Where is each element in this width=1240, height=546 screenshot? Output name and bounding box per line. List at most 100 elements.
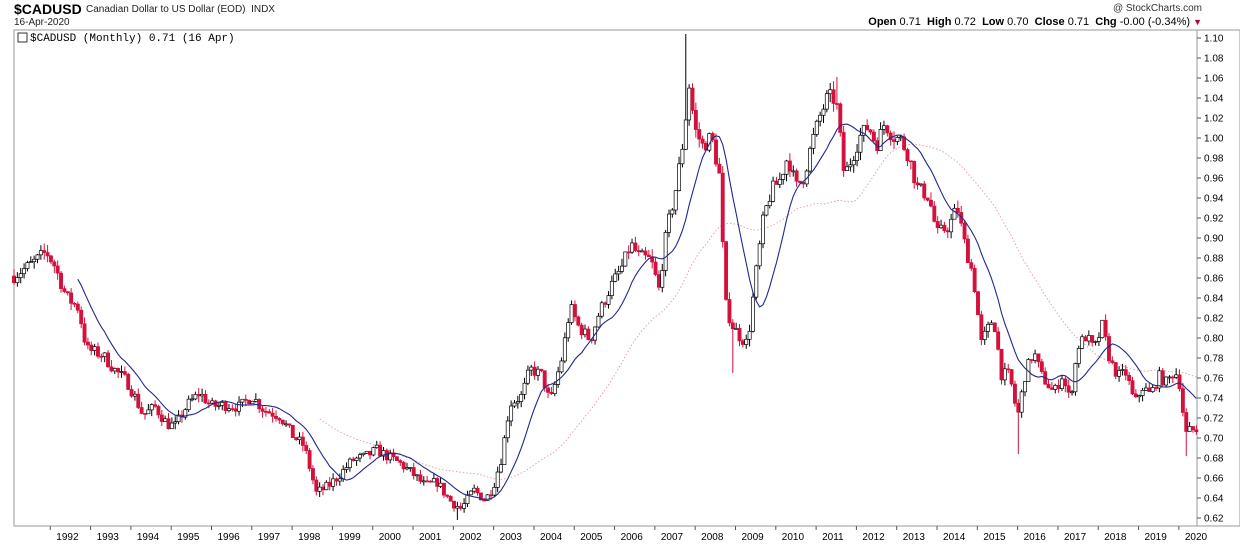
candle-body [12,275,16,284]
candle-body [324,481,329,491]
candle-body [673,190,678,211]
candle-body [65,291,70,294]
candle-body [969,262,974,269]
candle-body [186,398,191,411]
candle-body [656,274,661,288]
candle-body [781,173,786,180]
candle-body [751,296,755,332]
chg-label: Chg [1095,16,1117,28]
candle-body [492,487,497,496]
candle-body [630,242,634,253]
symbol-title: $CADUSD [14,1,82,17]
candle-body [358,454,362,459]
y-axis: 0.62 0.64 0.66 0.68 0.70 0.72 0.74 0.76 0.78 0.80… [1197,34,1224,525]
candle-body [384,450,389,461]
candle-body [945,230,950,233]
candle-body [139,407,144,414]
short-ma-line [77,123,1197,500]
candle-body [287,423,292,426]
candle-body [183,409,188,418]
x-tick-label: 2019 [1145,532,1168,543]
candle-body [996,331,1001,350]
candle-body [1060,378,1064,389]
y-tick-label: 1.00 [1204,134,1224,145]
candle-body [55,265,60,274]
candle-body [307,450,312,469]
candle-body [576,316,581,326]
candle-body [774,180,779,185]
brand-logo[interactable]: @ StockCharts.com [1112,3,1202,14]
candle-body [267,411,272,414]
candle-body [193,394,198,400]
candle-body [401,462,406,470]
candle-body [569,304,574,323]
candle-body [1110,360,1115,363]
candle-body [284,423,289,426]
candle-body [489,494,493,497]
candle-body [1140,389,1145,396]
candle-body [270,412,275,417]
y-tick-label: 1.08 [1204,54,1224,65]
candle-body [99,355,104,358]
candle-body [613,273,618,282]
candle-body [1127,374,1132,382]
candle-body [448,496,453,502]
candle-body [1154,387,1158,389]
candle-body [1012,383,1017,404]
candle-body [475,487,480,494]
candle-body [918,183,923,186]
x-tick-label: 2009 [741,532,764,543]
candle-body [1070,391,1074,394]
candle-body [831,89,836,104]
candle-body [82,323,87,343]
y-tick-label: 0.80 [1204,334,1224,345]
candle-body [156,405,161,416]
x-tick-label: 2000 [379,532,402,543]
candle-body [898,136,903,139]
candle-body [79,309,84,325]
candle-body [210,400,215,404]
candle-body [166,418,171,430]
candle-body [515,401,520,404]
candle-body [48,255,53,263]
candle-body [163,418,168,422]
x-tick-label: 1995 [177,532,200,543]
candle-body [354,457,359,461]
y-tick-label: 0.66 [1204,474,1224,485]
candle-body [1107,336,1111,362]
candle-body [653,261,658,275]
ohlc-readout: Open 0.71 High 0.72 Low 0.70 Close 0.71 … [868,16,1202,28]
candle-body [237,401,241,412]
candle-body [1073,363,1078,393]
candle-body [45,252,50,257]
symbol-description: Canadian Dollar to US Dollar (EOD) INDX [86,4,275,15]
candle-body [1086,335,1091,342]
candle-body [892,139,896,142]
candle-body [959,212,964,224]
candle-body [247,399,252,405]
candle-body [452,500,456,509]
candle-body [784,160,789,175]
candle-body [203,393,208,404]
candle-body [112,368,117,372]
low-value: 0.70 [1007,16,1029,28]
candle-body [122,371,127,375]
candle-body [794,170,799,182]
candle-body [1033,353,1038,361]
candle-body [767,200,772,207]
candle-body [253,399,258,402]
chg-value: -0.00 (-0.34%) [1119,16,1191,28]
candle-body [640,250,645,253]
candle-body [445,494,450,497]
candle-body [1191,426,1195,431]
candle-body [529,366,534,371]
y-tick-label: 0.94 [1204,194,1224,205]
candle-body [939,224,944,229]
candle-body [327,481,332,487]
candle-body [310,468,315,481]
candle-body [119,371,124,373]
candle-body [331,478,336,487]
candle-body [519,394,524,402]
candle-body [572,304,577,318]
